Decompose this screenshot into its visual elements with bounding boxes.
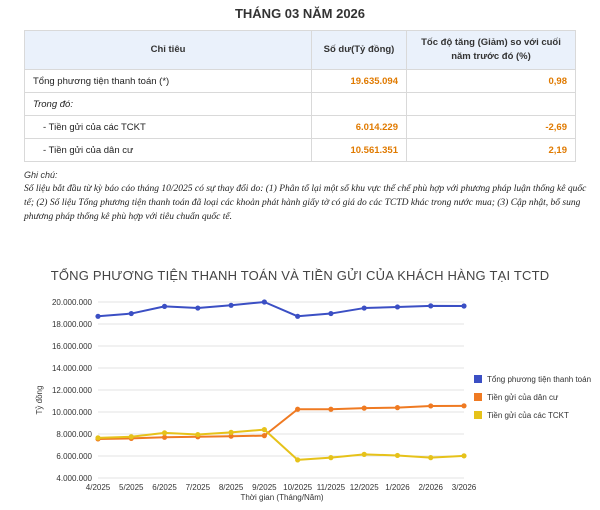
column-header-balance: Số dư(Tỷ đồng) bbox=[311, 30, 407, 70]
data-point bbox=[328, 406, 334, 412]
data-point bbox=[295, 457, 301, 463]
x-tick-label: 8/2025 bbox=[219, 483, 244, 492]
table-row: - Tiền gửi của các TCKT 6.014.229 -2,69 bbox=[24, 115, 576, 139]
x-axis-label: Thời gian (Tháng/Năm) bbox=[240, 493, 323, 502]
row-value bbox=[311, 92, 407, 116]
row-rate bbox=[406, 92, 576, 116]
data-point bbox=[261, 433, 267, 439]
data-point bbox=[295, 406, 301, 412]
data-point bbox=[128, 310, 134, 317]
row-value: 19.635.094 bbox=[311, 69, 407, 93]
stats-table: Chỉ tiêu Số dư(Tỷ đồng) Tốc độ tăng (Giả… bbox=[24, 30, 576, 162]
row-value: 10.561.351 bbox=[311, 138, 407, 162]
row-rate: 2,19 bbox=[406, 138, 576, 162]
x-tick-label: 3/2026 bbox=[452, 483, 477, 492]
chart-grid bbox=[98, 301, 464, 479]
x-axis-ticks: 4/2025 5/2025 6/2025 7/2025 8/2025 9/2025 10/2… bbox=[86, 483, 477, 492]
x-tick-label: 12/2025 bbox=[350, 483, 379, 492]
x-tick-label: 4/2025 bbox=[86, 483, 111, 492]
data-point bbox=[228, 302, 234, 308]
data-point bbox=[95, 435, 101, 441]
data-point bbox=[228, 433, 234, 439]
data-point bbox=[261, 299, 267, 305]
data-point bbox=[228, 429, 234, 435]
page-title: THÁNG 03 NĂM 2026 bbox=[234, 6, 366, 21]
data-point bbox=[394, 405, 401, 411]
y-axis-label: Tỷ đồng bbox=[35, 386, 44, 415]
y-tick-label: 10.000.000 bbox=[52, 408, 93, 417]
x-tick-label: 1/2026 bbox=[385, 483, 410, 492]
data-point bbox=[195, 431, 201, 438]
legend-label: Tiền gửi của dân cư bbox=[487, 393, 559, 402]
y-tick-label: 16.000.000 bbox=[52, 342, 93, 351]
column-header-indicator: Chỉ tiêu bbox=[24, 30, 312, 70]
x-tick-label: 5/2025 bbox=[119, 483, 144, 492]
y-axis-ticks: 4.000.000 6.000.000 8.000.000 10.000.000 12.… bbox=[52, 298, 93, 483]
legend-swatch bbox=[474, 393, 482, 401]
row-label: Trong đó: bbox=[24, 92, 312, 116]
series-line bbox=[97, 428, 465, 461]
data-point bbox=[428, 303, 434, 309]
legend-label: Tiền gửi của các TCKT bbox=[487, 411, 569, 420]
data-point bbox=[361, 451, 367, 457]
x-tick-label: 9/2025 bbox=[252, 483, 277, 492]
x-tick-label: 6/2025 bbox=[152, 483, 177, 492]
data-point bbox=[161, 434, 168, 440]
data-point bbox=[161, 303, 168, 309]
data-point bbox=[328, 455, 334, 461]
x-tick-label: 11/2025 bbox=[317, 483, 346, 492]
data-point bbox=[195, 305, 201, 311]
chart-series bbox=[95, 299, 467, 463]
y-tick-label: 6.000.000 bbox=[56, 452, 92, 461]
row-value: 6.014.229 bbox=[311, 115, 407, 139]
x-tick-label: 10/2025 bbox=[283, 483, 312, 492]
data-point bbox=[461, 453, 467, 459]
y-tick-label: 14.000.000 bbox=[52, 364, 93, 373]
data-point bbox=[295, 313, 301, 319]
legend-label: Tổng phương tiện thanh toán bbox=[487, 375, 591, 384]
data-point bbox=[394, 452, 401, 459]
y-tick-label: 20.000.000 bbox=[52, 298, 93, 307]
y-tick-label: 12.000.000 bbox=[52, 386, 93, 395]
data-point bbox=[95, 313, 101, 319]
y-tick-label: 18.000.000 bbox=[52, 320, 93, 329]
row-label: - Tiền gửi của các TCKT bbox=[24, 115, 312, 139]
data-point bbox=[394, 304, 401, 310]
notes-label: Ghi chú: bbox=[24, 170, 58, 180]
data-point bbox=[361, 405, 367, 411]
data-point bbox=[328, 310, 334, 317]
data-point bbox=[361, 305, 367, 311]
table-row: Tổng phương tiện thanh toán (*) 19.635.0… bbox=[24, 69, 576, 93]
notes-text: Số liệu bắt đầu từ kỳ báo cáo tháng 10/2… bbox=[24, 184, 587, 222]
table-row: Trong đó: bbox=[24, 92, 576, 116]
data-point bbox=[161, 430, 168, 436]
y-tick-label: 4.000.000 bbox=[56, 474, 92, 483]
x-tick-label: 7/2025 bbox=[186, 483, 211, 492]
table-row: - Tiền gửi của dân cư 10.561.351 2,19 bbox=[24, 138, 576, 162]
y-tick-label: 8.000.000 bbox=[56, 430, 92, 439]
data-point bbox=[428, 455, 434, 461]
legend-swatch bbox=[474, 411, 482, 419]
chart-title: TỔNG PHƯƠNG TIỆN THANH TOÁN VÀ TIỀN GỬI … bbox=[50, 268, 550, 283]
row-label: - Tiền gửi của dân cư bbox=[24, 138, 312, 162]
row-rate: 0,98 bbox=[406, 69, 576, 93]
data-point bbox=[428, 403, 434, 409]
chart-legend: Tổng phương tiện thanh toán Tiền gửi của … bbox=[474, 375, 591, 420]
table-header-row: Chỉ tiêu Số dư(Tỷ đồng) Tốc độ tăng (Giả… bbox=[24, 30, 576, 70]
legend-swatch bbox=[474, 375, 482, 383]
data-point bbox=[461, 403, 467, 409]
data-point bbox=[461, 303, 467, 309]
line-chart: 4.000.000 6.000.000 8.000.000 10.000.000 12.… bbox=[35, 298, 591, 502]
column-header-growth-rate: Tốc độ tăng (Giảm) so với cuối năm trước… bbox=[406, 30, 576, 70]
data-point bbox=[261, 427, 267, 433]
series-line bbox=[97, 404, 465, 440]
series-line bbox=[97, 301, 465, 318]
data-point bbox=[128, 434, 134, 440]
row-rate: -2,69 bbox=[406, 115, 576, 139]
x-tick-label: 2/2026 bbox=[418, 483, 443, 492]
row-label: Tổng phương tiện thanh toán (*) bbox=[24, 69, 312, 93]
